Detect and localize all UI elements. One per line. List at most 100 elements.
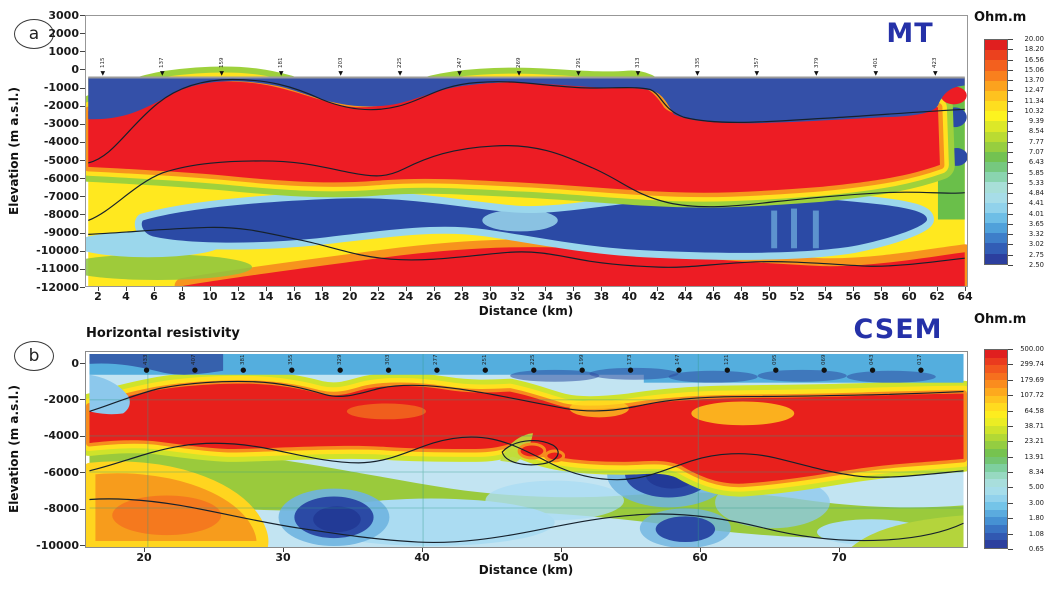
- colorbar-segment: [985, 162, 1007, 173]
- colorbar-tick-label: 18.20: [1024, 45, 1044, 54]
- y-tick-mark: [80, 214, 85, 216]
- y-tick-mark: [80, 69, 85, 71]
- y-tick-mark: [80, 399, 85, 401]
- station-number-label: 225: [397, 57, 404, 69]
- x-tick-mark: [713, 287, 715, 291]
- x-tick-mark: [517, 287, 519, 291]
- x-tick-label: 40: [414, 551, 430, 564]
- colorbar-tick-mark: [1008, 549, 1013, 550]
- station-marker-icon: ●: [191, 366, 198, 374]
- x-tick-mark: [797, 287, 799, 291]
- y-tick-label: -11000: [36, 262, 79, 276]
- colorbar-segment: [985, 172, 1007, 183]
- colorbar-segment: [985, 233, 1007, 244]
- colorbar-segment: [985, 202, 1007, 213]
- station-marker-icon: ▼: [397, 70, 403, 77]
- x-tick-label: 28: [453, 290, 470, 303]
- station-number-label: 335: [694, 57, 701, 69]
- colorbar-tick-label: 107.72: [1020, 391, 1044, 400]
- x-tick-label: 6: [150, 290, 158, 303]
- colorbar-tick-mark: [1008, 364, 1013, 366]
- colorbar-segment: [985, 532, 1007, 541]
- colorbar-tick-mark: [1008, 90, 1013, 92]
- colorbar-tick-mark: [1008, 213, 1013, 215]
- x-tick-mark: [293, 287, 295, 291]
- colorbar-tick-label: 64.58: [1024, 406, 1044, 415]
- colorbar-segment: [985, 151, 1007, 163]
- colorbar-segment: [985, 212, 1007, 224]
- y-tick-label: 2000: [48, 26, 79, 40]
- panel-a-badge: a: [14, 19, 54, 49]
- y-tick-label: 0: [71, 356, 79, 370]
- station-marker-icon: ▼: [873, 70, 879, 77]
- colorbar-tick-mark: [1008, 162, 1013, 164]
- x-tick-mark: [853, 287, 855, 291]
- y-tick-label: -6000: [43, 465, 79, 479]
- colorbar-segment: [985, 380, 1007, 389]
- y-tick-mark: [80, 250, 85, 252]
- colorbar-segment: [985, 433, 1007, 442]
- x-tick-mark: [153, 287, 155, 291]
- x-tick-mark: [825, 287, 827, 291]
- x-tick-label: 12: [230, 290, 246, 303]
- panel-b-badge: b: [14, 341, 54, 371]
- colorbar-tick-mark: [1008, 379, 1013, 381]
- colorbar-tick-label: 12.47: [1024, 86, 1044, 95]
- colorbar-tick-label: 16.56: [1024, 55, 1044, 64]
- colorbar-tick-label: 4.84: [1028, 189, 1044, 198]
- station-number-label: 247: [456, 57, 463, 69]
- colorbar-segment: [985, 111, 1007, 122]
- colorbar-tick-label: 23.21: [1024, 437, 1044, 446]
- colorbar-tick-mark: [1008, 244, 1013, 246]
- x-tick-mark: [937, 287, 939, 291]
- y-tick-mark: [80, 15, 85, 16]
- x-tick-label: 40: [621, 290, 638, 303]
- colorbar-tick-mark: [1008, 234, 1013, 236]
- colorbar-tick-mark: [1008, 69, 1013, 71]
- x-tick-mark: [405, 287, 407, 291]
- colorbar-tick-label: 1.80: [1028, 514, 1044, 523]
- colorbar-tick-label: 0.65: [1028, 545, 1044, 553]
- colorbar-tick-mark: [1008, 131, 1013, 133]
- colorbar-segment: [985, 395, 1007, 404]
- colorbar-tick-mark: [1008, 472, 1013, 474]
- colorbar-tick-mark: [1008, 110, 1013, 112]
- colorbar-segment: [985, 525, 1007, 533]
- colorbar-tick-label: 3.32: [1028, 230, 1044, 239]
- colorbar-segment: [985, 448, 1007, 457]
- colorbar-tick-label: 1.08: [1028, 529, 1044, 538]
- x-tick-mark: [561, 548, 562, 552]
- x-tick-mark: [283, 548, 284, 552]
- x-tick-mark: [433, 287, 435, 291]
- colorbar-tick-label: 38.71: [1024, 421, 1044, 430]
- colorbar-segment: [985, 471, 1007, 480]
- csem-graticule: [89, 353, 964, 547]
- colorbar-tick-label: 11.34: [1024, 96, 1044, 105]
- colorbar-segment: [985, 182, 1007, 193]
- colorbar-tick-label: 8.54: [1028, 127, 1044, 136]
- colorbar-segment: [985, 243, 1007, 254]
- x-tick-label: 46: [705, 290, 721, 303]
- station-number-label: 423: [932, 57, 939, 69]
- station-number-label: 147: [675, 354, 682, 366]
- csem-heatmap: [86, 353, 967, 547]
- y-tick-mark: [80, 435, 85, 437]
- y-tick-mark: [80, 33, 85, 35]
- colorbar-segment: [985, 372, 1007, 381]
- station-number-label: 069: [820, 354, 827, 366]
- y-tick-label: -1000: [43, 81, 79, 95]
- station-marker-icon: ●: [240, 366, 247, 374]
- colorbar-tick-mark: [1008, 182, 1013, 184]
- x-tick-label: 26: [425, 290, 442, 303]
- y-tick-mark: [80, 123, 85, 125]
- colorbar-segment: [985, 540, 1007, 548]
- colorbar-tick-label: 4.41: [1028, 199, 1044, 208]
- colorbar-tick-label: 13.70: [1024, 76, 1044, 85]
- y-tick-mark: [80, 178, 85, 180]
- mt-surface-conductive-layer: [88, 76, 965, 124]
- station-marker-icon: ▼: [457, 70, 462, 77]
- horizontal-resistivity-title: Horizontal resistivity: [86, 326, 240, 341]
- x-tick-label: 50: [761, 290, 777, 303]
- x-tick-mark: [181, 287, 183, 291]
- colorbar-tick-label: 5.00: [1028, 483, 1044, 492]
